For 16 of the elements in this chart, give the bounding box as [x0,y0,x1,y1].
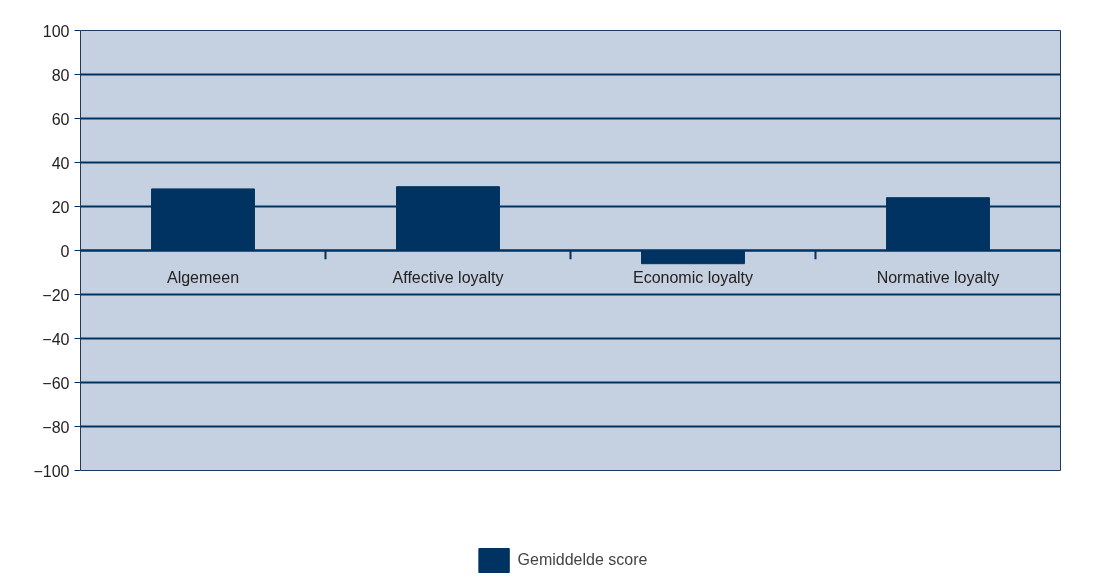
y-tick-label: −20 [42,286,70,304]
y-tick-label: −60 [42,374,70,392]
x-tick-label: Economic loyalty [632,268,754,286]
x-tick-label: Normative loyalty [876,268,1000,286]
y-tick-label: 40 [51,154,70,172]
x-tick-label: Algemeen [166,268,240,286]
y-tick-label: −100 [33,462,70,480]
x-tick-label: Affective loyalty [392,268,504,286]
y-tick-label: 80 [51,66,70,84]
y-tick-label: 0 [60,242,70,260]
legend-label: Gemiddelde score [517,551,648,569]
y-tick-label: −80 [42,418,70,436]
y-tick-label: 20 [51,198,70,216]
y-tick-label: 100 [42,22,70,40]
y-tick-label: −40 [42,330,70,348]
y-tick-label: 60 [51,110,70,128]
